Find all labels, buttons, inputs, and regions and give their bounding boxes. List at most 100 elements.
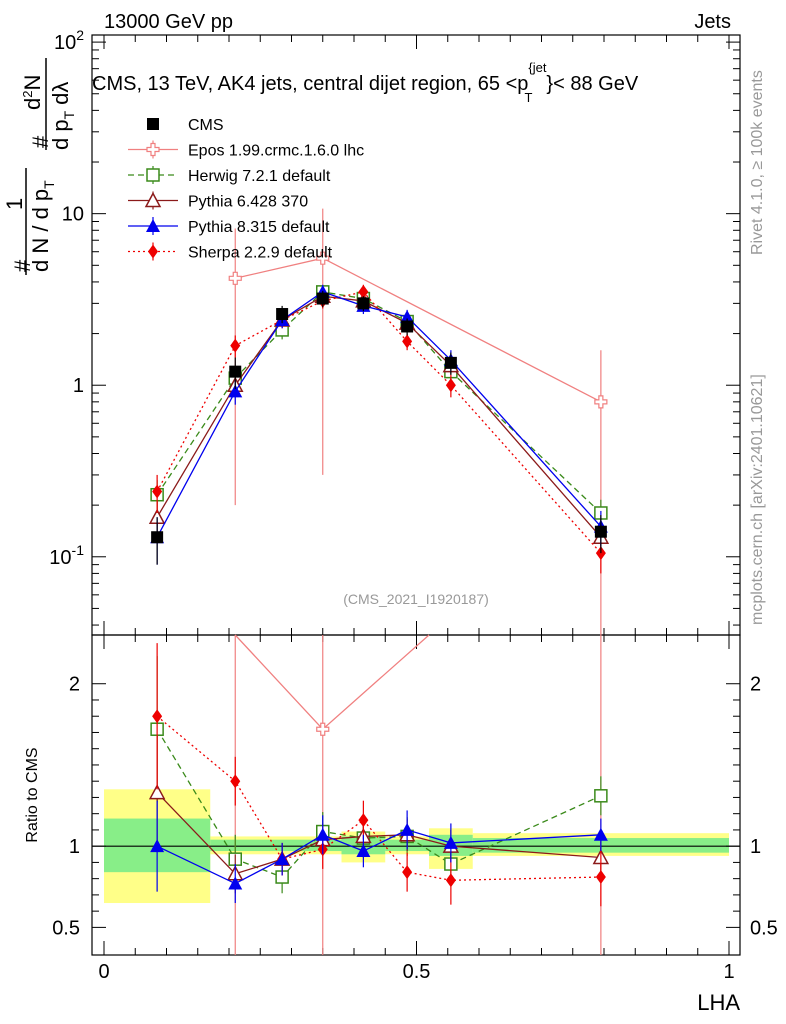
- ratio-tick-label-right: 2: [750, 674, 761, 696]
- ratio-point-Sherpa: [358, 813, 369, 828]
- legend-label: CMS: [188, 117, 224, 134]
- axis-ticks: 10-1 1 10 102 0.5 0.5 1 1 2 2 0 0.5 1: [49, 27, 778, 983]
- ratio-point-Sherpa: [152, 709, 163, 724]
- ratio-point-Herwig: [594, 789, 608, 803]
- category-label: Jets: [694, 11, 731, 33]
- main-y-axis-label: # 1 d N / d pT # d2N d pTdλ: [2, 58, 77, 275]
- legend-item-CMS: CMS: [147, 117, 224, 134]
- point-Sherpa: [445, 378, 456, 393]
- ratio-series-Pythia8: [150, 800, 608, 904]
- ratio-point-Pythia8: [593, 827, 608, 841]
- ratio-series-Epos: [234, 634, 602, 955]
- ratio-tick-label-left: 0.5: [52, 917, 80, 939]
- legend-label: Sherpa 2.2.9 default: [188, 245, 333, 262]
- legend-marker-Epos: [146, 142, 160, 157]
- data-series: [148, 208, 610, 955]
- main-y-one: 1: [2, 198, 27, 210]
- ratio-tick-label-left: 2: [69, 674, 80, 696]
- band-inner-1: [210, 839, 342, 852]
- plot-title: CMS, 13 TeV, AK4 jets, central dijet reg…: [92, 60, 639, 105]
- main-y-den2: d pTdλ: [48, 82, 77, 150]
- x-tick-label: 0: [98, 961, 109, 983]
- y-tick-label: 10: [62, 204, 84, 226]
- y-tick-label: 10-1: [49, 542, 84, 569]
- series-Sherpa: [152, 284, 606, 574]
- plot-title-sup: {jet: [528, 60, 546, 75]
- ratio-point-Pythia8: [275, 852, 290, 866]
- series-Herwig: [150, 285, 608, 530]
- ratio-point-Pythia8: [315, 827, 330, 841]
- main-y-num: d2N: [20, 75, 45, 110]
- point-Sherpa: [152, 484, 163, 499]
- point-CMS: [594, 525, 607, 538]
- y-tick-label: 1: [73, 375, 84, 397]
- ratio-series-Sherpa: [152, 643, 606, 907]
- ratio-y-axis-label: Ratio to CMS: [24, 747, 41, 842]
- series-CMS: [151, 290, 607, 565]
- point-Sherpa: [230, 338, 241, 353]
- ratio-point-Pythia8: [356, 844, 371, 858]
- point-Epos: [316, 251, 330, 265]
- main-y-hash: #: [10, 259, 35, 272]
- x-tick-label: 1: [723, 961, 734, 983]
- ratio-point-Sherpa: [445, 873, 456, 888]
- plot-title-sub: T: [524, 90, 532, 105]
- series-Epos: [228, 208, 608, 635]
- side-rivet-label: Rivet 4.1.0, ≥ 100k events: [749, 70, 766, 255]
- ratio-line-Sherpa: [156, 715, 601, 881]
- legend-label: Pythia 8.315 default: [188, 219, 330, 236]
- point-CMS: [401, 320, 414, 333]
- legend-label: Epos 1.99.crmc.1.6.0 lhc: [188, 143, 364, 160]
- series-line-Herwig: [156, 291, 602, 514]
- x-axis-label: LHA: [697, 990, 740, 1015]
- analysis-id: (CMS_2021_I1920187): [343, 591, 489, 607]
- point-Pythia8: [228, 384, 243, 398]
- legend-item-Pythia6: Pythia 6.428 370: [128, 191, 308, 211]
- point-CMS: [276, 308, 289, 321]
- ratio-series-Pythia6: [148, 735, 610, 894]
- ratio-tick-label-left: 1: [69, 836, 80, 858]
- series-line-Pythia6: [156, 295, 602, 538]
- point-Sherpa: [402, 334, 413, 349]
- x-tick-label: 0.5: [403, 961, 431, 983]
- ratio-line-Pythia8: [156, 829, 601, 885]
- y-tick-label: 102: [54, 27, 84, 54]
- ratio-point-Sherpa: [402, 865, 413, 880]
- plot-title-end: }< 88 GeV: [546, 73, 638, 95]
- ratio-bands: [92, 789, 740, 904]
- series-line-Epos-ratio: [234, 634, 430, 731]
- ratio-point-Sherpa: [230, 774, 241, 789]
- legend-marker-Herwig: [146, 168, 160, 182]
- ratio-point-Pythia8: [228, 876, 243, 890]
- point-CMS: [151, 531, 164, 544]
- ratio-tick-label-right: 0.5: [750, 917, 778, 939]
- ratio-line-Herwig: [156, 728, 602, 878]
- side-site-label: mcplots.cern.ch [arXiv:2401.10621]: [749, 374, 766, 625]
- point-CMS: [316, 292, 329, 305]
- energy-label: 13000 GeV pp: [104, 11, 233, 33]
- legend-item-Herwig: Herwig 7.2.1 default: [128, 166, 331, 185]
- point-CMS: [357, 297, 370, 310]
- legend-label: Pythia 6.428 370: [188, 194, 308, 211]
- series-line-Sherpa: [156, 291, 602, 554]
- series-line-Pythia8: [156, 291, 602, 538]
- ratio-point-Pythia6: [148, 783, 166, 800]
- legend-marker-Sherpa: [148, 244, 158, 259]
- legend-label: Herwig 7.2.1 default: [188, 168, 331, 185]
- legend-item-Sherpa: Sherpa 2.2.9 default: [128, 242, 333, 262]
- legend: CMS Epos 1.99.crmc.1.6.0 lhc Herwig 7.2.1 …: [128, 117, 364, 262]
- ratio-point-Pythia8: [150, 839, 165, 853]
- ratio-point-Epos: [316, 722, 330, 736]
- ratio-point-Sherpa: [595, 870, 606, 885]
- plot-title-main: CMS, 13 TeV, AK4 jets, central dijet reg…: [92, 73, 528, 95]
- main-y-den: d N / d pT: [28, 180, 57, 272]
- point-CMS: [444, 356, 457, 369]
- series-line-Epos: [235, 257, 602, 403]
- legend-marker-Pythia8: [146, 219, 160, 232]
- point-Epos: [594, 395, 608, 409]
- series-Pythia8: [150, 284, 608, 565]
- point-CMS: [229, 365, 242, 378]
- legend-item-Pythia8: Pythia 8.315 default: [128, 217, 330, 236]
- ratio-point-Pythia8: [443, 835, 458, 849]
